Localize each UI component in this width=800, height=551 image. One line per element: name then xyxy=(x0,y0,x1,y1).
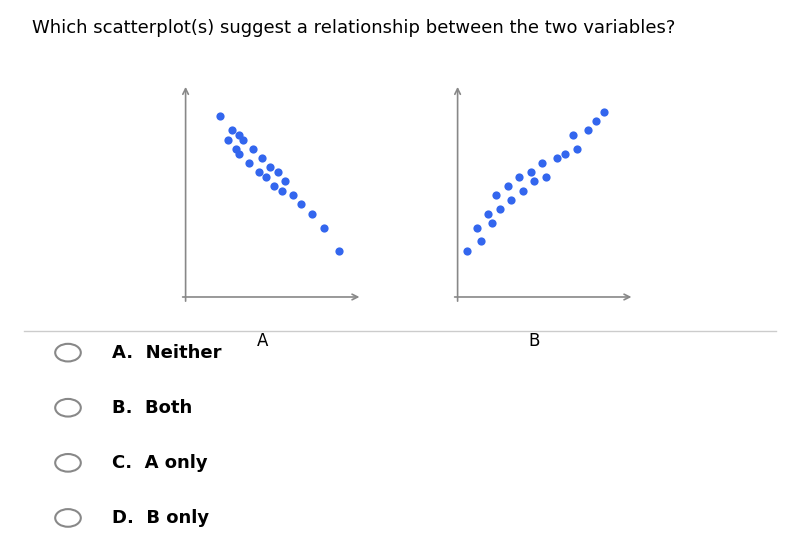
Point xyxy=(306,209,318,218)
Point xyxy=(271,168,284,176)
Point xyxy=(267,181,280,190)
Text: A.  Neither: A. Neither xyxy=(112,344,222,361)
Point xyxy=(505,196,518,204)
Point xyxy=(333,246,346,255)
Point xyxy=(528,177,541,186)
Text: D.  B only: D. B only xyxy=(112,509,209,527)
Point xyxy=(226,126,238,135)
Point xyxy=(260,172,273,181)
Point xyxy=(490,191,502,199)
Point xyxy=(286,191,299,199)
Point xyxy=(233,149,246,158)
Point xyxy=(294,200,307,209)
Text: B.  Both: B. Both xyxy=(112,399,192,417)
Point xyxy=(513,172,526,181)
Point xyxy=(582,126,594,135)
Point xyxy=(252,168,265,176)
Text: A: A xyxy=(257,332,268,350)
Point xyxy=(474,237,487,246)
Point xyxy=(539,172,552,181)
Point xyxy=(229,144,242,153)
Point xyxy=(551,154,564,163)
Point xyxy=(482,209,494,218)
Point xyxy=(558,149,571,158)
Point xyxy=(233,131,246,139)
Point xyxy=(279,177,292,186)
Point xyxy=(590,117,602,126)
Point xyxy=(570,144,583,153)
Point xyxy=(597,107,610,116)
Text: C.  A only: C. A only xyxy=(112,454,208,472)
Point xyxy=(256,154,269,163)
Point xyxy=(524,168,537,176)
Point xyxy=(470,223,483,232)
Point xyxy=(222,135,234,144)
Text: Which scatterplot(s) suggest a relationship between the two variables?: Which scatterplot(s) suggest a relations… xyxy=(32,19,675,37)
Point xyxy=(494,204,506,213)
Point xyxy=(566,131,579,139)
Point xyxy=(242,158,255,167)
Point xyxy=(214,112,226,121)
Point xyxy=(536,158,549,167)
Point xyxy=(501,181,514,190)
Text: B: B xyxy=(529,332,540,350)
Point xyxy=(246,144,259,153)
Point xyxy=(264,163,277,172)
Point xyxy=(275,186,288,195)
Point xyxy=(486,219,498,228)
Point xyxy=(318,223,330,232)
Point xyxy=(237,135,250,144)
Point xyxy=(461,246,474,255)
Point xyxy=(517,186,530,195)
